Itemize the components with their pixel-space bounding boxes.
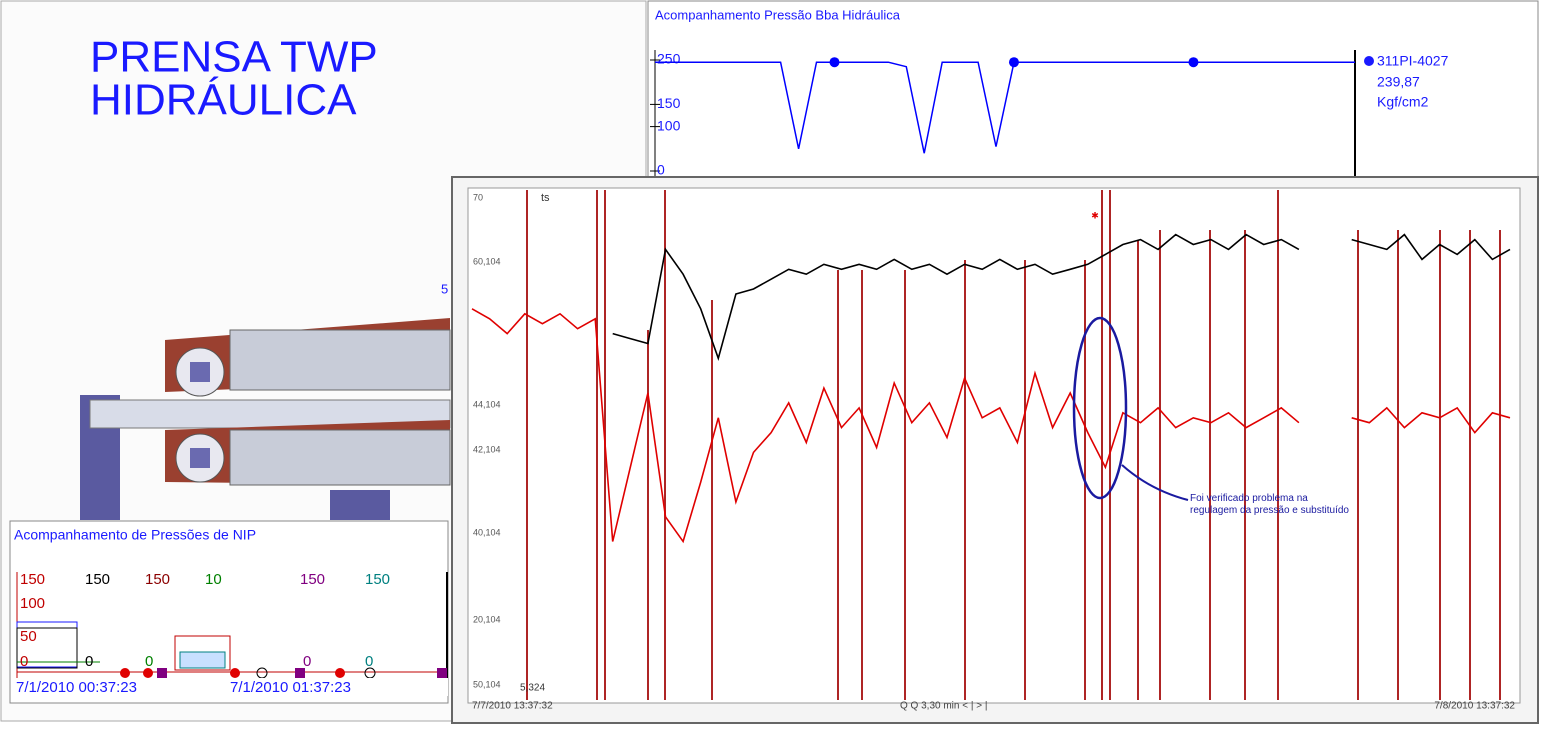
y-tick-label: 60,104 bbox=[473, 256, 501, 266]
nip-trace bbox=[179, 651, 226, 669]
machine-part bbox=[330, 490, 390, 520]
scale-label: 150 bbox=[85, 571, 110, 588]
y-tick-label: 40,104 bbox=[473, 527, 501, 537]
y-tick-label: 0 bbox=[365, 653, 373, 670]
x-label-strip bbox=[14, 678, 448, 696]
nip-marker bbox=[295, 668, 305, 678]
nip-marker bbox=[143, 668, 153, 678]
nip-marker bbox=[335, 668, 345, 678]
nip-marker bbox=[157, 668, 167, 678]
legend-marker bbox=[1364, 56, 1374, 66]
nip-marker bbox=[437, 668, 447, 678]
y-tick-label: 0 bbox=[657, 162, 665, 178]
trend-plot-area bbox=[467, 187, 1521, 704]
side-label: 5 bbox=[441, 281, 448, 296]
event-lines bbox=[526, 190, 1501, 700]
annotation-ellipse bbox=[1072, 316, 1128, 500]
machine-part bbox=[190, 362, 210, 382]
y-tick-label: 20,104 bbox=[473, 614, 501, 624]
y-tick-label: 150 bbox=[657, 95, 681, 111]
y-tick-label: 100 bbox=[20, 595, 45, 612]
legend-label: 311PI-4027 bbox=[1377, 53, 1449, 69]
point-marker bbox=[1008, 57, 1019, 68]
nip-panel bbox=[9, 520, 449, 704]
title-line: PRENSA TWP bbox=[90, 33, 378, 82]
title-line: HIDRÁULICA bbox=[90, 76, 357, 125]
point-marker bbox=[1188, 57, 1199, 68]
corner-label: 5,324 bbox=[520, 683, 545, 694]
y-tick-label: 44,104 bbox=[473, 399, 501, 409]
annotation-arrow bbox=[1121, 464, 1189, 501]
y-tick-label: 50 bbox=[20, 628, 37, 645]
y-tick-label: 100 bbox=[657, 117, 681, 133]
x-label: 7/7/2010 13:37:32 bbox=[472, 701, 553, 712]
nip-title: Acompanhamento de Pressões de NIP bbox=[14, 527, 256, 543]
y-tick-label: 50,104 bbox=[473, 679, 501, 689]
x-label[interactable]: Q Q 3,30 min < | > | bbox=[900, 701, 987, 712]
pressure-line bbox=[655, 61, 1355, 154]
y-tick-label: 0 bbox=[303, 653, 311, 670]
x-label: 7/1/2010 00:37:23 bbox=[16, 679, 137, 696]
axis-name: ts bbox=[541, 192, 550, 204]
y-tick-label: 0 bbox=[85, 653, 93, 670]
scale-label: 150 bbox=[145, 571, 170, 588]
scale-label: 150 bbox=[365, 571, 390, 588]
y-tick-label: 42,104 bbox=[473, 444, 501, 454]
pressure-title: Acompanhamento Pressão Bba Hidráulica bbox=[655, 7, 901, 22]
nip-marker bbox=[230, 668, 240, 678]
event-label: ✱ bbox=[1091, 210, 1099, 220]
nip-marker bbox=[120, 668, 130, 678]
trend-line bbox=[612, 233, 1511, 361]
nip-trace bbox=[174, 635, 231, 671]
pressure-panel bbox=[647, 0, 1539, 184]
y-tick-label: 0 bbox=[20, 653, 28, 670]
x-label: 7/1/2010 01:37:23 bbox=[230, 679, 351, 696]
y-tick-label: 70 bbox=[473, 192, 483, 202]
y-tick-label: 250 bbox=[657, 51, 681, 67]
machine-cylinder bbox=[229, 429, 451, 486]
scale-label: 10 bbox=[205, 571, 222, 588]
point-marker bbox=[829, 57, 840, 68]
scale-label: 150 bbox=[20, 571, 45, 588]
nip-trace bbox=[16, 627, 78, 669]
scale-label: 150 bbox=[300, 571, 325, 588]
current-value: 239,87 bbox=[1377, 74, 1420, 90]
y-tick-label: 0 bbox=[145, 653, 153, 670]
machine-part bbox=[190, 448, 210, 468]
trend-line bbox=[471, 308, 1511, 544]
nip-traces bbox=[16, 621, 447, 679]
annotation-box: Foi verificado problema na regulagem da … bbox=[1190, 493, 1349, 516]
machine-illustration bbox=[80, 318, 451, 520]
x-label: 7/8/2010 13:37:32 bbox=[1434, 701, 1515, 712]
annotation: Foi verificado problema na regulagem da … bbox=[1190, 493, 1349, 516]
unit-label: Kgf/cm2 bbox=[1377, 94, 1429, 110]
machine-cylinder bbox=[229, 329, 451, 391]
